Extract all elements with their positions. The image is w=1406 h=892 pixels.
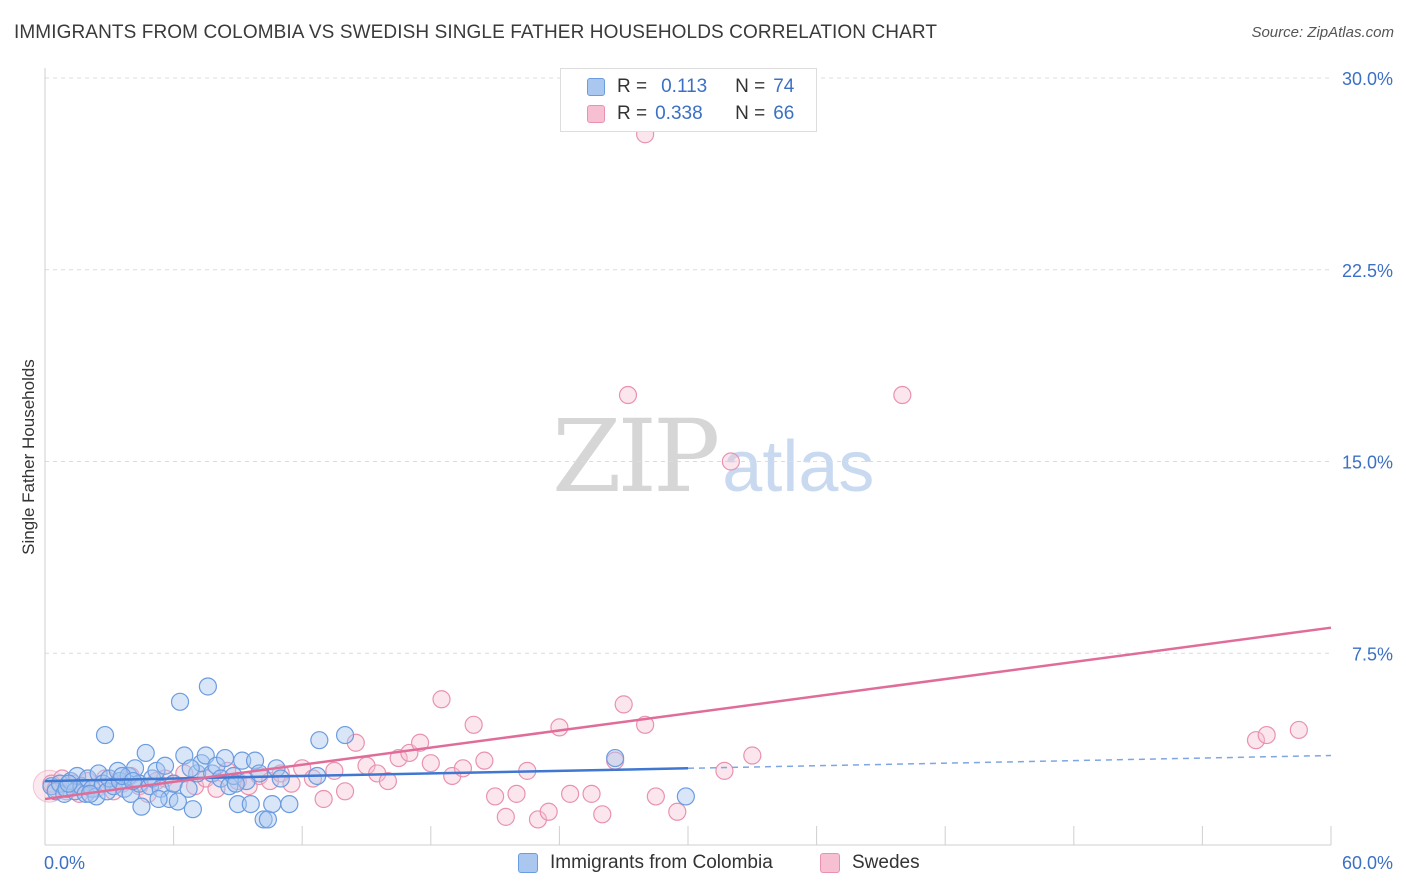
- data-point-swedes: [668, 802, 687, 821]
- data-point-colombia: [228, 794, 247, 814]
- data-point-colombia: [233, 751, 252, 770]
- data-point-colombia: [263, 794, 282, 814]
- data-point-colombia: [89, 764, 108, 783]
- data-point-swedes: [464, 715, 483, 734]
- data-point-swedes: [496, 807, 515, 826]
- trend-line-colombia-extension: [687, 754, 1332, 770]
- y-tick-label: 15.0%: [1342, 453, 1393, 473]
- data-point-swedes: [550, 718, 569, 737]
- y-tick-label: 7.5%: [1352, 644, 1393, 664]
- data-point-swedes: [378, 771, 398, 791]
- data-point-colombia: [59, 774, 78, 793]
- data-point-swedes: [507, 784, 526, 803]
- legend-r-label: R =: [617, 76, 648, 97]
- data-point-colombia: [179, 779, 198, 798]
- data-point-colombia: [183, 800, 202, 819]
- series-legend-colombia[interactable]: Immigrants from Colombia: [518, 852, 773, 874]
- data-point-swedes: [893, 385, 912, 405]
- data-point-swedes: [614, 695, 633, 714]
- correlation-legend: R = 0.113 N = 74 R = 0.338 N = 66: [560, 68, 817, 132]
- data-point-swedes: [561, 784, 580, 803]
- data-point-colombia: [254, 810, 273, 829]
- data-point-colombia: [155, 756, 175, 775]
- data-point-swedes: [646, 787, 665, 806]
- series-label-swedes: Swedes: [852, 852, 920, 873]
- data-point-colombia: [676, 787, 695, 806]
- y-tick-label: 22.5%: [1342, 261, 1393, 281]
- data-point-colombia: [95, 725, 115, 745]
- data-point-swedes: [335, 782, 355, 801]
- watermark: ZIPatlas: [552, 398, 874, 515]
- data-point-swedes: [1289, 720, 1308, 740]
- data-point-colombia: [250, 764, 269, 783]
- data-point-colombia: [335, 725, 355, 745]
- data-point-colombia: [198, 677, 217, 696]
- trend-line-colombia: [44, 767, 689, 783]
- legend-n-value: 66: [773, 103, 795, 124]
- data-point-colombia: [123, 771, 142, 791]
- data-point-colombia: [149, 789, 168, 809]
- legend-swatch-colombia: [587, 78, 605, 96]
- data-point-swedes: [325, 761, 344, 780]
- chart-title: IMMIGRANTS FROM COLOMBIA VS SWEDISH SING…: [14, 22, 938, 43]
- series-swatch-swedes: [820, 853, 840, 873]
- data-point-swedes: [421, 754, 440, 773]
- watermark-atlas: atlas: [722, 427, 875, 507]
- data-point-colombia: [168, 792, 187, 811]
- data-point-colombia: [132, 797, 151, 816]
- data-point-swedes: [1246, 731, 1266, 750]
- series-legend-swedes[interactable]: Swedes: [820, 852, 920, 874]
- legend-swatch-swedes: [587, 105, 605, 123]
- series-swatch-colombia: [518, 853, 538, 873]
- legend-row-colombia: R = 0.113 N = 74: [587, 74, 794, 100]
- data-point-colombia: [258, 810, 278, 829]
- data-point-colombia: [310, 731, 329, 750]
- legend-r-value: 0.113: [661, 76, 708, 97]
- data-point-colombia: [136, 743, 155, 763]
- data-point-swedes: [715, 761, 734, 780]
- data-point-colombia: [226, 774, 245, 793]
- legend-r-value: 0.338: [655, 103, 703, 124]
- data-point-colombia: [215, 748, 235, 768]
- data-point-swedes: [539, 802, 558, 821]
- data-point-swedes: [486, 787, 505, 806]
- series-label-colombia: Immigrants from Colombia: [550, 852, 773, 873]
- source-label: Source: ZipAtlas.com: [1251, 24, 1394, 41]
- data-point-colombia: [170, 692, 190, 711]
- data-point-swedes: [593, 805, 612, 824]
- y-tick-label: 30.0%: [1342, 69, 1393, 89]
- data-point-swedes: [410, 733, 430, 752]
- data-point-swedes: [389, 748, 408, 768]
- legend-n-value: 74: [773, 76, 795, 97]
- legend-row-swedes: R = 0.338 N = 66: [587, 101, 794, 127]
- data-point-colombia: [241, 794, 260, 814]
- data-point-swedes: [618, 385, 638, 405]
- legend-n-label: N =: [735, 103, 766, 124]
- trend-line-swedes: [44, 626, 1332, 801]
- x-tick-label: 0.0%: [44, 853, 85, 873]
- data-point-swedes: [453, 759, 473, 778]
- legend-r-label: R =: [617, 103, 648, 124]
- data-point-swedes: [721, 452, 740, 471]
- data-point-swedes: [475, 751, 494, 770]
- data-point-colombia: [606, 748, 625, 768]
- data-point-swedes: [1257, 725, 1276, 745]
- data-point-colombia: [271, 769, 290, 788]
- legend-n-label: N =: [735, 76, 766, 97]
- data-point-swedes: [314, 789, 333, 809]
- data-point-colombia: [181, 759, 200, 778]
- data-point-swedes: [743, 746, 762, 765]
- data-point-colombia: [280, 794, 299, 814]
- series-legend: Immigrants from Colombia Swedes: [0, 852, 1406, 878]
- x-tick-label: 60.0%: [1342, 853, 1393, 873]
- data-point-swedes: [582, 784, 601, 803]
- data-point-swedes: [432, 690, 451, 709]
- watermark-zip: ZIP: [552, 398, 720, 515]
